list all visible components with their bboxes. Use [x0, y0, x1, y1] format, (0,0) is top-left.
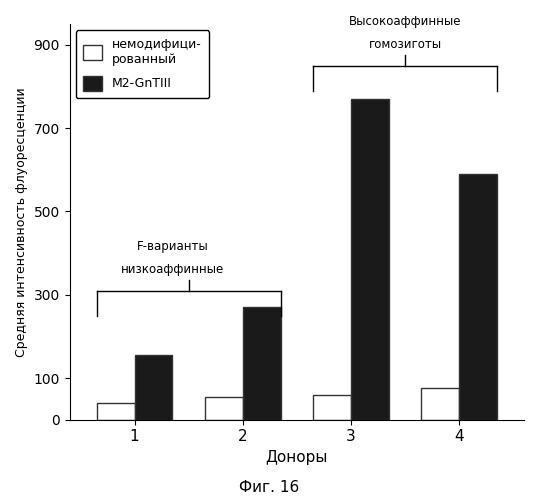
Bar — [205, 397, 243, 419]
Text: гомозиготы: гомозиготы — [369, 38, 441, 51]
Bar — [96, 403, 135, 419]
Bar — [313, 394, 351, 419]
Bar — [459, 174, 497, 420]
Bar — [351, 99, 389, 420]
Bar — [243, 307, 281, 420]
Bar — [421, 388, 459, 420]
Bar — [135, 355, 172, 420]
Text: Высокоаффинные: Высокоаффинные — [349, 15, 461, 28]
Text: низкоаффинные: низкоаффинные — [121, 263, 224, 276]
X-axis label: Доноры: Доноры — [266, 450, 328, 465]
Text: Фиг. 16: Фиг. 16 — [239, 480, 300, 495]
Y-axis label: Средняя интенсивность флуоресценции: Средняя интенсивность флуоресценции — [15, 87, 28, 356]
Legend: немодифици-
рованный, M2-GnTIII: немодифици- рованный, M2-GnTIII — [76, 30, 210, 98]
Text: F-варианты: F-варианты — [136, 240, 208, 253]
